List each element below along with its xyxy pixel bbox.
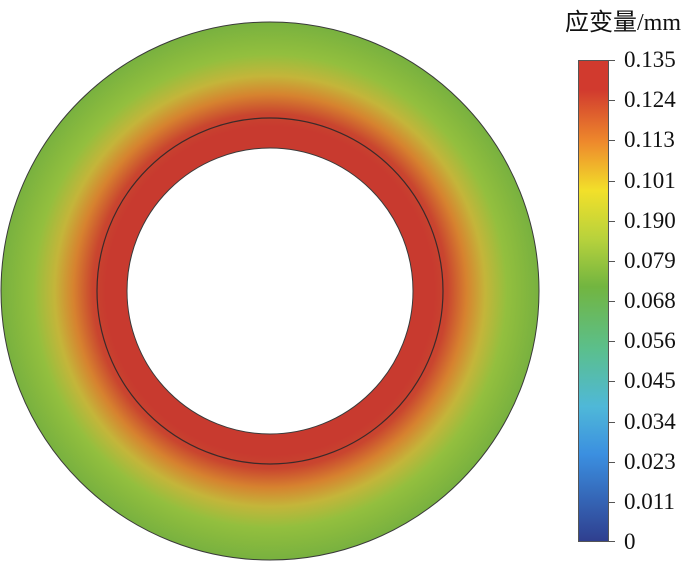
legend-tick-mark: [609, 180, 615, 182]
legend-tick-label: 0.068: [624, 288, 676, 313]
legend-tick-label: 0.135: [624, 47, 676, 72]
legend-tick-mark: [609, 60, 615, 61]
legend-tick-mark: [609, 220, 615, 222]
legend-tick-label: 0.056: [624, 328, 676, 354]
legend-tick-mark: [609, 341, 615, 343]
legend-tick-label: 0.079: [624, 247, 676, 273]
material-boundary-circle: [96, 117, 444, 465]
legend-tick-mark: [609, 260, 615, 262]
legend-tick-mark: [609, 381, 615, 383]
legend-colorbar: [578, 60, 609, 542]
legend-tick-label: 0.011: [624, 488, 675, 514]
legend-tick-mark: [609, 461, 615, 463]
legend-title: 应变量/mm: [565, 10, 682, 36]
legend-tick-mark: [609, 501, 615, 503]
legend-tick-label: 0.101: [624, 167, 676, 193]
legend-tick-label: 0.113: [624, 127, 675, 153]
legend-tick-label: 0.045: [624, 368, 676, 394]
legend-tick-mark: [609, 541, 615, 542]
legend-tick-mark: [609, 421, 615, 423]
legend-tick-mark: [609, 301, 615, 302]
legend-tick-mark: [609, 140, 615, 142]
legend-tick-label: 0: [624, 529, 636, 554]
legend-tick-label: 0.124: [624, 87, 676, 113]
legend-tick-label: 0.023: [624, 448, 676, 474]
legend-tick-label: 0.034: [624, 408, 676, 434]
legend-tick-mark: [609, 100, 615, 102]
inner-hole: [126, 147, 414, 435]
legend-tick-label: 0.190: [624, 207, 676, 233]
